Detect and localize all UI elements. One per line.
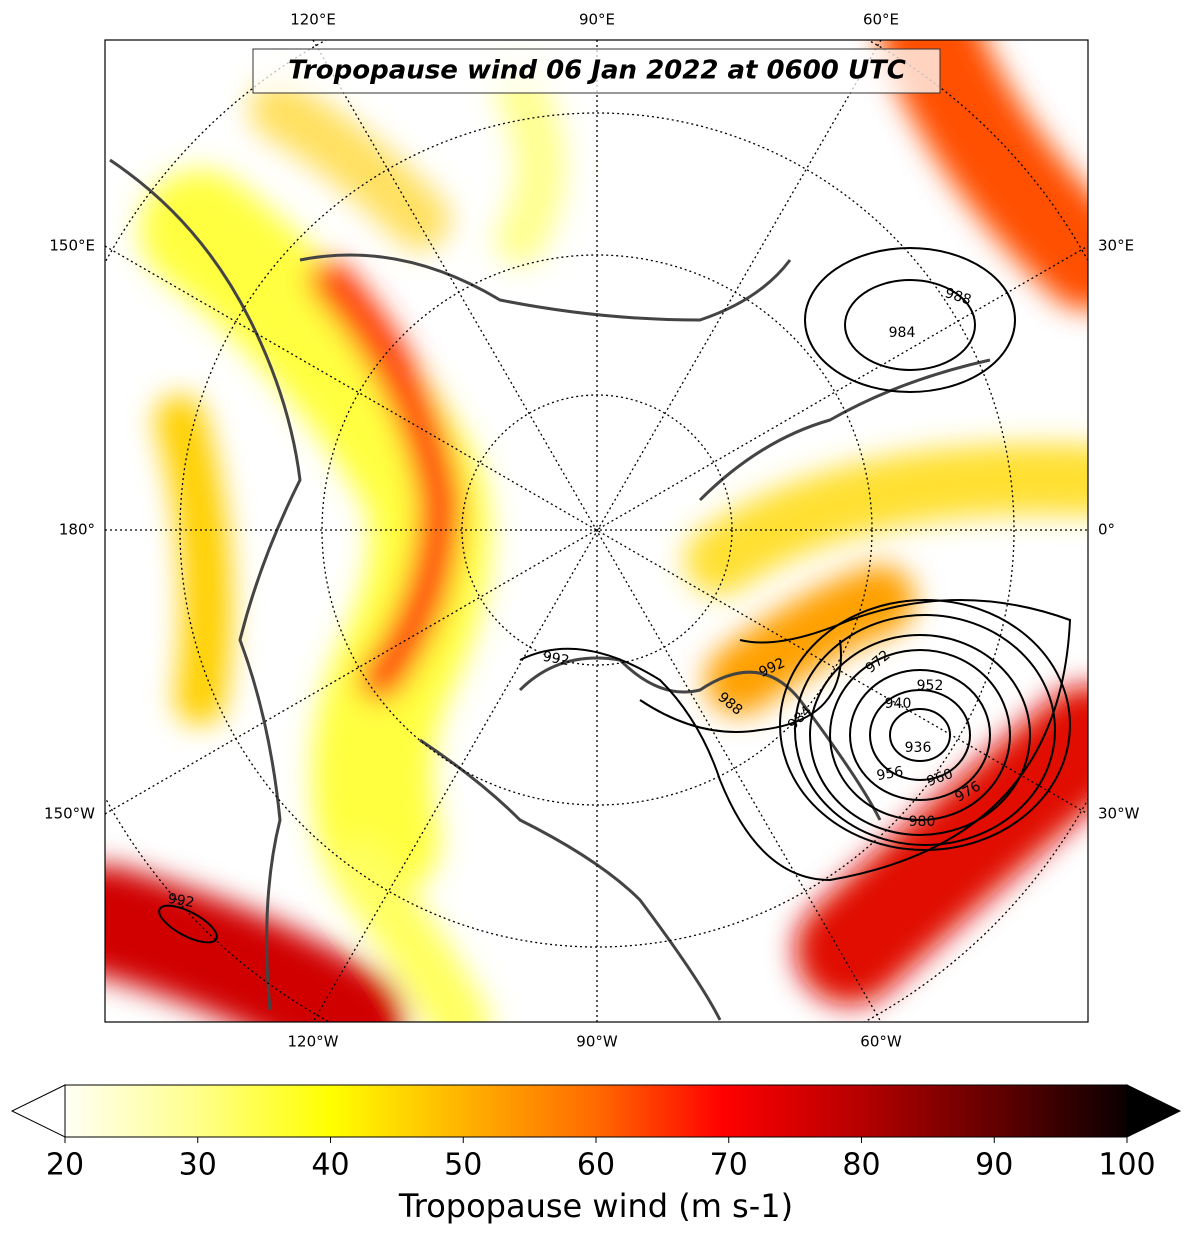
- contour-label: 940: [885, 696, 912, 712]
- map-title: Tropopause wind 06 Jan 2022 at 0600 UTC: [288, 56, 906, 86]
- colorbar-tick-label: 50: [444, 1148, 482, 1183]
- lon-label: 150°W: [44, 805, 95, 823]
- contour-label: 988: [943, 285, 973, 308]
- colorbar: [64, 1084, 1128, 1138]
- colorbar-tick-label: 100: [1098, 1148, 1155, 1183]
- colorbar-tick-label: 90: [975, 1148, 1013, 1183]
- lon-label: 180°: [59, 521, 95, 539]
- contour-label: 992: [541, 649, 570, 669]
- contour-label: 980: [909, 814, 936, 830]
- contour-label: 992: [166, 891, 195, 911]
- lon-label: 150°E: [49, 237, 95, 255]
- contour-label: 956: [875, 764, 904, 784]
- colorbar-tick-label: 20: [46, 1148, 84, 1183]
- colorbar-tick-label: 80: [842, 1148, 880, 1183]
- lon-label: 0°: [1098, 521, 1115, 539]
- colorbar-tick-label: 30: [179, 1148, 217, 1183]
- colorbar-tick-label: 60: [577, 1148, 615, 1183]
- contour-label: 936: [905, 740, 932, 756]
- contour-label: 952: [917, 678, 944, 694]
- lon-label: 90°W: [576, 1033, 618, 1051]
- contour-label: 984: [889, 325, 916, 341]
- map-field: [105, 40, 1088, 1022]
- map-frame: [104, 39, 1089, 1023]
- colorbar-tick-label: 70: [710, 1148, 748, 1183]
- lon-label: 30°W: [1098, 805, 1140, 823]
- lon-label: 90°E: [579, 11, 615, 29]
- colorbar-extend-high: [1126, 1084, 1182, 1138]
- title-box: [252, 48, 941, 94]
- lon-label: 30°E: [1098, 237, 1134, 255]
- colorbar-label: Tropopause wind (m s-1): [398, 1187, 793, 1225]
- lon-label: 120°W: [288, 1033, 339, 1051]
- colorbar-tick-label: 40: [311, 1148, 349, 1183]
- lon-label: 120°E: [290, 11, 336, 29]
- colorbar-extend-low: [10, 1084, 66, 1138]
- lon-label: 60°W: [860, 1033, 902, 1051]
- lon-label: 60°E: [863, 11, 899, 29]
